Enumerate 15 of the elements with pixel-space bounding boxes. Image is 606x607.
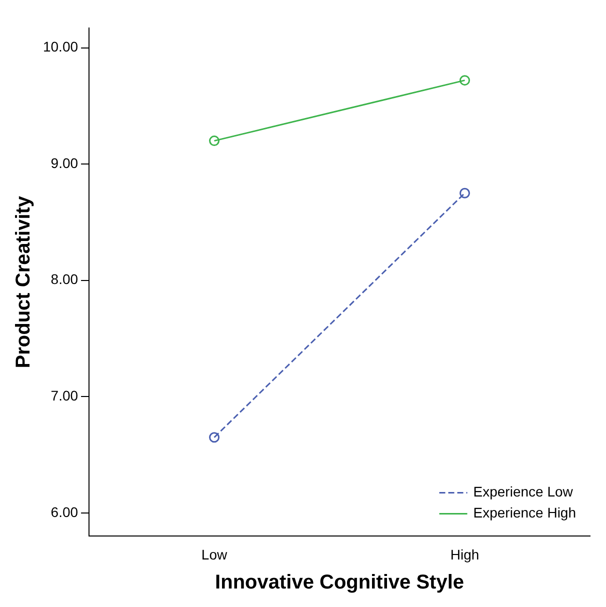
point (209, 136, 220, 146)
y-tick-label: 8.00 (50, 271, 78, 288)
y-tick-label: 6.00 (50, 504, 78, 520)
legend-label: Experience High (473, 504, 576, 521)
x-axis-title: Innovative Cognitive Style (215, 572, 464, 594)
y-tick-label: 10.00 (42, 38, 78, 55)
y-tick-label: 7.00 (50, 388, 78, 404)
point (460, 188, 470, 198)
point (209, 432, 220, 443)
x-tick-label: Low (201, 546, 228, 562)
y-tick-label: 9.00 (50, 154, 78, 171)
x-tick-label: High (450, 546, 480, 562)
point (460, 75, 470, 86)
y-axis-title: Product Creativity (12, 195, 35, 368)
legend-label: Experience Low (473, 484, 574, 500)
